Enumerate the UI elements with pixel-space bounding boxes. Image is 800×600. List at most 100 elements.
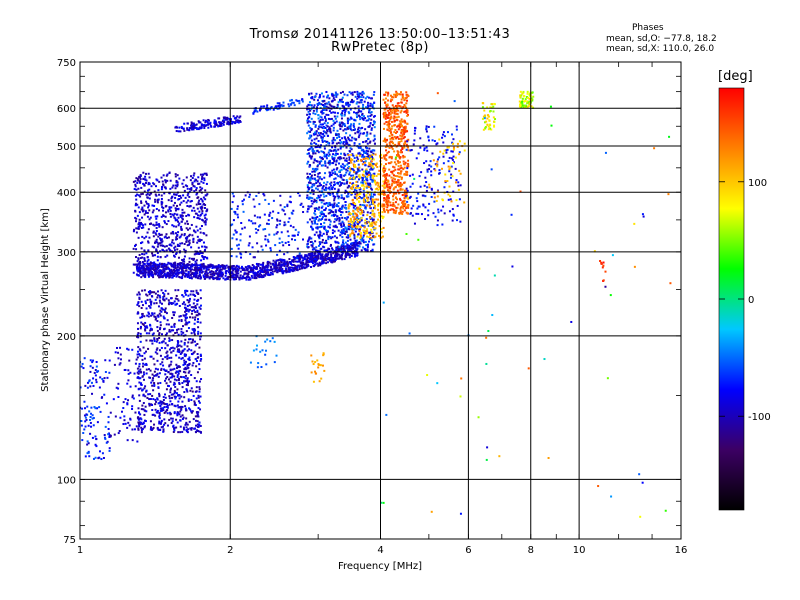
echo-point — [274, 261, 277, 264]
echo-point — [293, 234, 296, 237]
echo-point — [316, 134, 319, 137]
echo-point — [112, 398, 115, 401]
echo-point — [323, 188, 326, 191]
echo-point — [151, 274, 154, 277]
echo-point — [197, 292, 200, 295]
echo-point — [234, 211, 237, 214]
echo-point — [347, 216, 350, 219]
echo-point — [329, 104, 332, 107]
echo-point — [141, 260, 144, 263]
echo-point — [348, 127, 351, 130]
echo-point — [253, 256, 256, 259]
echo-point — [153, 337, 156, 340]
echo-point — [286, 203, 289, 206]
echo-point — [334, 121, 337, 124]
echo-point — [355, 254, 358, 257]
echo-point — [154, 265, 157, 268]
echo-point — [211, 272, 214, 275]
echo-point — [280, 270, 283, 273]
echo-point — [291, 263, 294, 266]
echo-point — [373, 201, 376, 204]
echo-point — [315, 142, 318, 145]
echo-point — [372, 139, 375, 142]
echo-point — [267, 262, 270, 265]
echo-point — [318, 101, 321, 104]
echo-point — [192, 290, 195, 293]
echo-point — [144, 273, 147, 276]
echo-point — [329, 236, 332, 239]
echo-point — [174, 245, 177, 248]
echo-point — [344, 250, 347, 253]
echo-point — [191, 183, 194, 186]
echo-point — [297, 260, 300, 263]
echo-point — [294, 260, 297, 263]
echo-point — [240, 221, 243, 224]
echo-point — [154, 351, 157, 354]
echo-point — [223, 116, 226, 119]
echo-point — [317, 219, 320, 222]
echo-point — [170, 206, 173, 209]
echo-point — [193, 272, 196, 275]
echo-point — [341, 247, 344, 250]
echo-point — [353, 156, 356, 159]
echo-point — [195, 390, 198, 393]
echo-point — [236, 274, 239, 277]
echo-point — [128, 359, 131, 362]
echo-point — [339, 139, 342, 142]
echo-point — [291, 259, 294, 262]
echo-point — [329, 118, 332, 121]
echo-point — [343, 174, 346, 177]
echo-point — [315, 201, 318, 204]
echo-point — [170, 301, 173, 304]
echo-point — [321, 262, 324, 265]
echo-point — [154, 198, 157, 201]
echo-point — [197, 326, 200, 329]
echo-point — [341, 211, 344, 214]
echo-point — [315, 182, 318, 185]
echo-point — [176, 185, 179, 188]
echo-point — [154, 200, 157, 203]
echo-point — [370, 111, 373, 114]
echo-point — [142, 171, 145, 174]
echo-point — [181, 418, 184, 421]
echo-point — [143, 409, 146, 412]
echo-point — [160, 188, 163, 191]
echo-point — [104, 371, 107, 374]
echo-point — [174, 371, 177, 374]
echo-point — [204, 198, 207, 201]
echo-point — [365, 119, 368, 122]
echo-point — [248, 242, 251, 245]
echo-point — [319, 194, 322, 197]
echo-point — [319, 160, 322, 163]
echo-point — [83, 400, 86, 403]
echo-point — [145, 363, 148, 366]
echo-point — [306, 210, 309, 213]
echo-point — [354, 188, 357, 191]
echo-point — [350, 129, 353, 132]
echo-point — [310, 156, 313, 159]
echo-point — [366, 245, 369, 248]
echo-point — [147, 240, 150, 243]
echo-point — [131, 396, 134, 399]
echo-point — [353, 119, 356, 122]
echo-point — [261, 248, 264, 251]
echo-point — [306, 108, 309, 111]
echo-point — [328, 209, 331, 212]
echo-point — [152, 426, 155, 429]
echo-point — [174, 405, 177, 408]
echo-point — [177, 370, 180, 373]
echo-point — [169, 380, 172, 383]
echo-point — [340, 224, 343, 227]
echo-point — [199, 395, 202, 398]
echo-point — [197, 176, 200, 179]
echo-point — [132, 230, 135, 233]
echo-point — [195, 193, 198, 196]
echo-point — [306, 172, 309, 175]
echo-point — [179, 406, 182, 409]
echo-point — [231, 237, 234, 240]
echo-point — [230, 247, 233, 250]
echo-point — [234, 268, 237, 271]
echo-point — [307, 253, 310, 256]
echo-point — [356, 247, 359, 250]
echo-point — [278, 267, 281, 270]
